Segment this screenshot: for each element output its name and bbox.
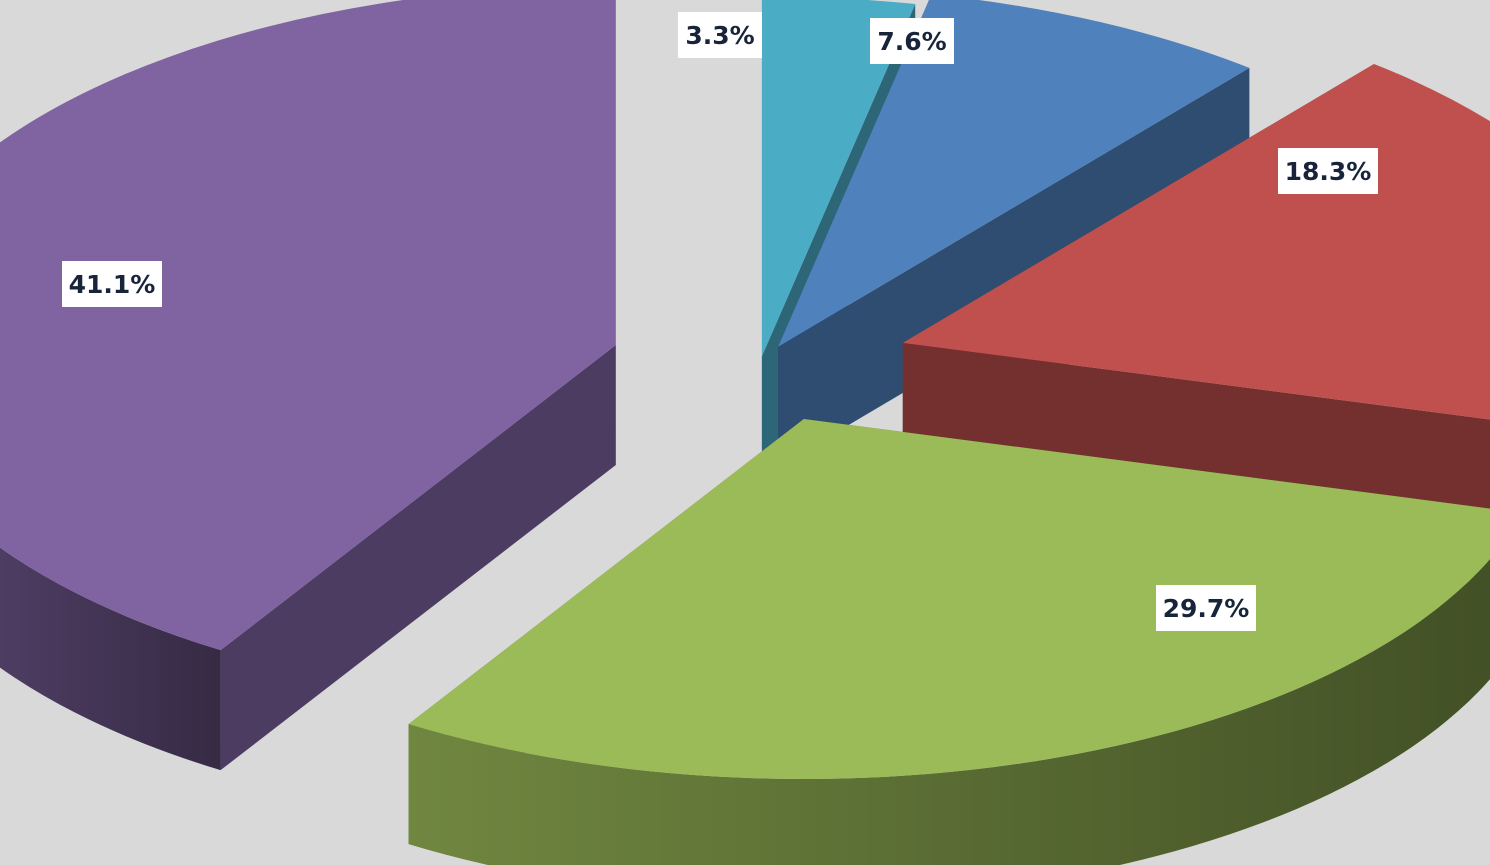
data-label-box <box>1156 585 1256 631</box>
pie-slice-top <box>408 418 1490 779</box>
pie-slice-wall <box>778 67 1250 467</box>
data-label-text: 29.7% <box>1163 594 1250 623</box>
pie-slice <box>408 418 1490 865</box>
data-label: 41.1% <box>62 261 162 307</box>
data-label-text: 41.1% <box>69 270 156 299</box>
pie-slice-wall <box>220 344 616 771</box>
data-label-text: 18.3% <box>1285 157 1372 186</box>
data-label-box <box>62 261 162 307</box>
pie-slice <box>0 0 616 771</box>
pie-slice-side <box>0 547 221 771</box>
data-label: 7.6% <box>870 18 954 64</box>
data-label: 3.3% <box>678 12 762 58</box>
data-label-text: 7.6% <box>877 27 946 56</box>
pie-slice-top <box>0 0 616 651</box>
data-label-box <box>1278 148 1378 194</box>
data-label: 29.7% <box>1156 585 1256 631</box>
data-label: 18.3% <box>1278 148 1378 194</box>
pie-slice-side <box>408 559 1490 865</box>
data-label-box <box>870 18 954 64</box>
pie-slice-top <box>761 0 916 357</box>
data-label-box <box>678 12 762 58</box>
pie-slice-top <box>778 0 1250 347</box>
data-label-text: 3.3% <box>685 21 754 50</box>
pie-slice <box>778 0 1250 467</box>
